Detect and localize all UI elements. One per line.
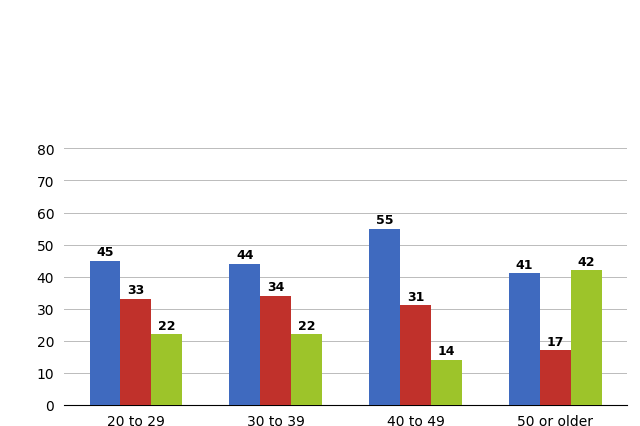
Bar bbox=[120, 299, 151, 405]
Text: 44: 44 bbox=[236, 249, 253, 262]
Bar bbox=[509, 274, 540, 405]
Text: 42: 42 bbox=[577, 255, 595, 268]
Bar bbox=[431, 360, 461, 405]
Text: 17: 17 bbox=[547, 335, 564, 348]
Text: 22: 22 bbox=[158, 319, 175, 332]
Bar bbox=[400, 306, 431, 405]
Text: 55: 55 bbox=[376, 213, 394, 227]
Text: 41: 41 bbox=[516, 258, 533, 271]
Text: 22: 22 bbox=[298, 319, 315, 332]
Text: 14: 14 bbox=[438, 345, 455, 357]
Text: 31: 31 bbox=[407, 290, 424, 303]
Text: 34: 34 bbox=[267, 281, 284, 294]
Bar bbox=[260, 296, 291, 405]
Bar bbox=[151, 334, 182, 405]
Bar bbox=[230, 264, 260, 405]
Bar bbox=[291, 334, 322, 405]
Bar bbox=[90, 261, 120, 405]
Bar bbox=[571, 271, 602, 405]
Bar bbox=[369, 229, 400, 405]
Text: 45: 45 bbox=[96, 245, 114, 258]
Text: 33: 33 bbox=[127, 284, 145, 297]
Bar bbox=[540, 350, 571, 405]
